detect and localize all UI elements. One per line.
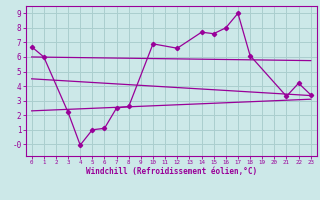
X-axis label: Windchill (Refroidissement éolien,°C): Windchill (Refroidissement éolien,°C)	[86, 167, 257, 176]
